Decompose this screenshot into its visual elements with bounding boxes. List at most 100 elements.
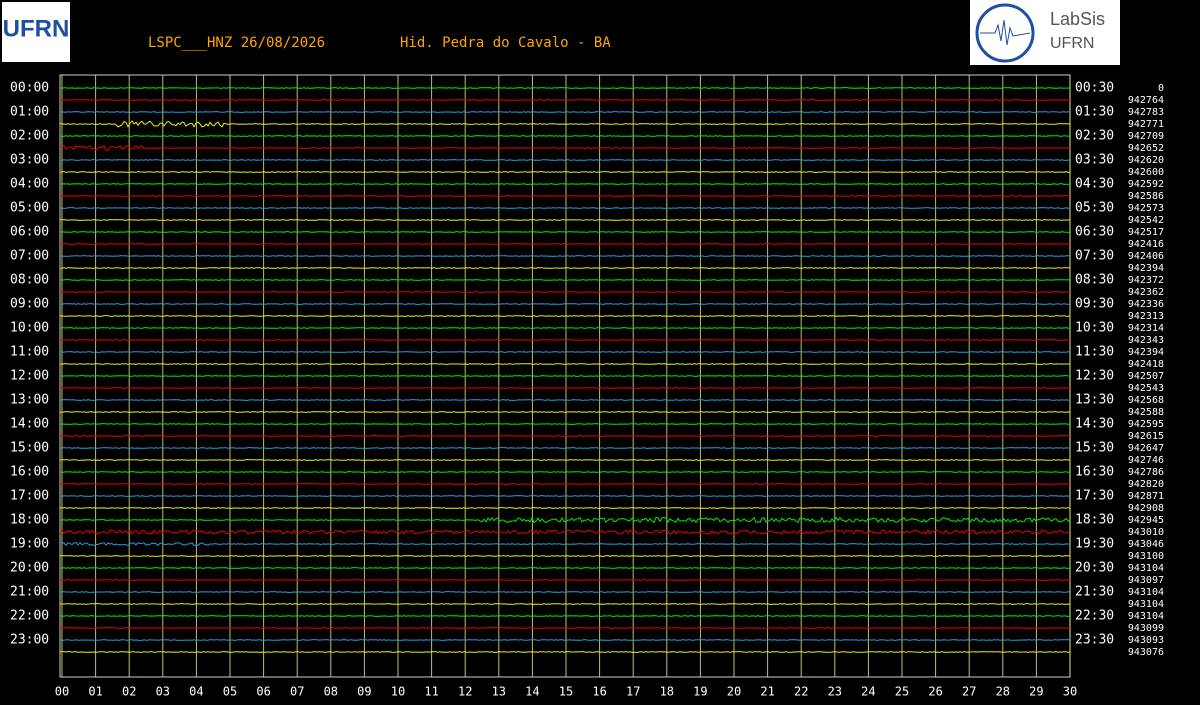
left-time-label: 19:00 <box>10 537 49 552</box>
count-label: 942586 <box>1128 191 1164 202</box>
x-tick-label: 23 <box>828 685 842 699</box>
count-label: 943100 <box>1128 551 1164 562</box>
x-tick-label: 18 <box>660 685 674 699</box>
trace <box>59 516 1071 524</box>
left-time-label: 20:00 <box>10 561 49 576</box>
right-time-label: 15:30 <box>1075 441 1114 456</box>
x-tick-label: 11 <box>424 685 438 699</box>
count-label: 942336 <box>1128 299 1164 310</box>
x-tick-label: 04 <box>189 685 203 699</box>
right-time-label: 08:30 <box>1075 273 1114 288</box>
right-time-label: 17:30 <box>1075 489 1114 504</box>
right-time-label: 07:30 <box>1075 249 1114 264</box>
left-time-label: 08:00 <box>10 273 49 288</box>
logo-left: UFRN <box>3 15 70 42</box>
x-tick-label: 01 <box>88 685 102 699</box>
trace <box>59 529 1071 535</box>
count-label: 942394 <box>1128 263 1164 274</box>
x-tick-label: 15 <box>559 685 573 699</box>
trace <box>59 327 1071 329</box>
count-label: 942406 <box>1128 251 1164 262</box>
x-tick-label: 05 <box>223 685 237 699</box>
right-time-label: 22:30 <box>1075 609 1114 624</box>
right-time-label: 11:30 <box>1075 345 1114 360</box>
trace <box>59 99 1071 101</box>
count-label: 942542 <box>1128 215 1164 226</box>
right-time-label: 16:30 <box>1075 465 1114 480</box>
trace <box>59 567 1071 569</box>
count-label: 943093 <box>1128 635 1164 646</box>
count-label: 942543 <box>1128 383 1164 394</box>
trace <box>60 411 1071 413</box>
count-label: 942507 <box>1128 371 1164 382</box>
count-label: 942783 <box>1128 107 1164 118</box>
right-time-label: 23:30 <box>1075 633 1114 648</box>
right-time-label: 00:30 <box>1075 81 1114 96</box>
count-label: 942820 <box>1128 479 1164 490</box>
logo-left-box <box>2 2 70 62</box>
right-time-label: 06:30 <box>1075 225 1114 240</box>
trace <box>59 375 1071 377</box>
left-time-label: 18:00 <box>10 513 49 528</box>
count-label: 942908 <box>1128 503 1164 514</box>
x-tick-label: 06 <box>256 685 270 699</box>
left-time-label: 05:00 <box>10 201 49 216</box>
right-time-label: 20:30 <box>1075 561 1114 576</box>
logo-right-sub: UFRN <box>1050 35 1094 52</box>
trace <box>59 435 1071 437</box>
left-time-label: 15:00 <box>10 441 49 456</box>
count-label: 942394 <box>1128 347 1164 358</box>
logo-ring <box>975 3 1035 63</box>
count-label: 942595 <box>1128 419 1164 430</box>
trace <box>59 579 1071 581</box>
count-label: 942592 <box>1128 179 1164 190</box>
count-label: 942600 <box>1128 167 1164 178</box>
trace <box>59 231 1071 233</box>
trace <box>59 639 1071 641</box>
trace <box>60 195 1071 197</box>
trace <box>59 591 1071 593</box>
left-time-label: 12:00 <box>10 369 49 384</box>
x-tick-label: 03 <box>156 685 170 699</box>
trace <box>59 135 1071 137</box>
right-time-label: 12:30 <box>1075 369 1114 384</box>
x-tick-label: 07 <box>290 685 304 699</box>
right-time-label: 10:30 <box>1075 321 1114 336</box>
count-label: 942709 <box>1128 131 1164 142</box>
chart-subtitle: Hid. Pedra do Cavalo - BA <box>400 35 611 51</box>
x-tick-label: 17 <box>626 685 640 699</box>
left-time-label: 04:00 <box>10 177 49 192</box>
trace <box>60 495 1071 497</box>
x-tick-label: 27 <box>962 685 976 699</box>
trace <box>59 315 1071 317</box>
trace <box>59 171 1071 173</box>
trace <box>59 87 1071 89</box>
left-time-label: 14:00 <box>10 417 49 432</box>
count-label: 942573 <box>1128 203 1164 214</box>
x-tick-label: 12 <box>458 685 472 699</box>
count-label: 943104 <box>1128 611 1164 622</box>
trace <box>59 159 1071 161</box>
trace <box>59 207 1071 209</box>
x-tick-label: 02 <box>122 685 136 699</box>
count-label: 942362 <box>1128 287 1164 298</box>
trace <box>59 483 1070 485</box>
left-time-label: 16:00 <box>10 465 49 480</box>
count-label: 943046 <box>1128 539 1164 550</box>
right-time-label: 03:30 <box>1075 153 1114 168</box>
left-time-label: 06:00 <box>10 225 49 240</box>
trace <box>59 111 1071 113</box>
left-time-label: 17:00 <box>10 489 49 504</box>
count-label: 942418 <box>1128 359 1164 370</box>
count-label: 942620 <box>1128 155 1164 166</box>
count-label: 942764 <box>1128 95 1164 106</box>
trace <box>59 183 1071 185</box>
trace <box>59 627 1071 629</box>
x-tick-label: 22 <box>794 685 808 699</box>
left-time-label: 10:00 <box>10 321 49 336</box>
right-time-label: 19:30 <box>1075 537 1114 552</box>
right-time-label: 05:30 <box>1075 201 1114 216</box>
x-tick-label: 00 <box>55 685 69 699</box>
trace <box>59 603 1071 605</box>
